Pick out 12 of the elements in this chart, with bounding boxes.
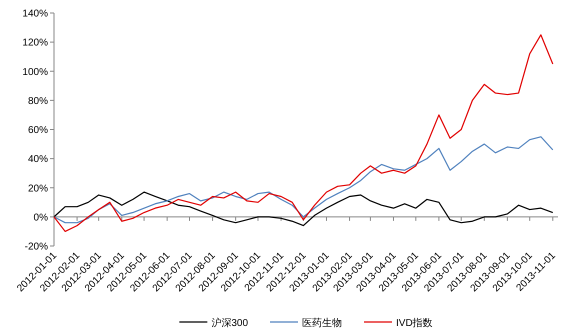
y-tick-label: 40% bbox=[28, 154, 48, 166]
y-tick-label: 120% bbox=[22, 38, 48, 49]
legend-label: 医药生物 bbox=[302, 317, 342, 329]
y-tick-label: 60% bbox=[28, 125, 48, 136]
y-tick-label: 80% bbox=[28, 96, 48, 107]
y-tick-label: 20% bbox=[28, 183, 48, 194]
legend-label: IVD指数 bbox=[396, 317, 433, 329]
y-tick-label: 0% bbox=[34, 212, 48, 224]
legend-label: 沪深300 bbox=[211, 317, 248, 329]
y-tick-label: 140% bbox=[22, 8, 48, 20]
y-tick-label: -20% bbox=[24, 242, 48, 252]
y-tick-label: 100% bbox=[22, 66, 48, 78]
